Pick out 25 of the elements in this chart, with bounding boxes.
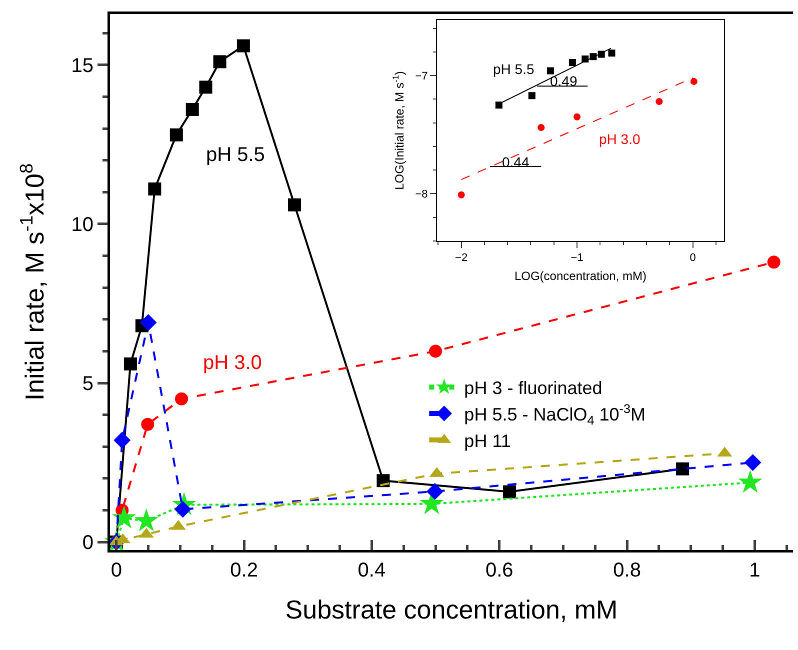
series-label: pH 5.5 <box>206 144 265 166</box>
x-tick-label: 0.8 <box>613 560 641 582</box>
y-tick-label: 10 <box>71 214 94 236</box>
legend-label: pH 3 - fluorinated <box>464 378 602 398</box>
y-tick-label: 5 <box>82 373 94 395</box>
legend-label: pH 11 <box>464 430 511 451</box>
x-tick-label: 0.4 <box>358 560 386 582</box>
series-label: pH 5.5 <box>493 61 534 77</box>
series-label: pH 3.0 <box>599 131 640 147</box>
x-axis-title: Substrate concentration, mM <box>285 594 618 624</box>
x-tick-label: 0.6 <box>485 560 514 582</box>
y-tick-label: −8 <box>415 188 428 201</box>
y-tick-label: −7 <box>415 70 428 82</box>
x-tick-label: −1 <box>570 252 584 264</box>
x-tick-label: 1 <box>749 560 760 582</box>
x-tick-label: −2 <box>455 252 468 264</box>
x-axis-title: LOG(concentration, mM) <box>514 269 647 284</box>
y-tick-label: 15 <box>71 54 94 77</box>
series-label: pH 3.0 <box>203 352 262 374</box>
y-tick-label: 0 <box>82 532 94 554</box>
x-tick-label: 0.2 <box>230 560 258 582</box>
annotation: 0.49 <box>550 73 578 89</box>
x-tick-label: 0 <box>690 252 696 264</box>
legend-label: pH 5.5 - NaClO$_{4}$ 10$^{-3}$M <box>464 402 646 428</box>
x-tick-label: 0 <box>110 560 122 582</box>
